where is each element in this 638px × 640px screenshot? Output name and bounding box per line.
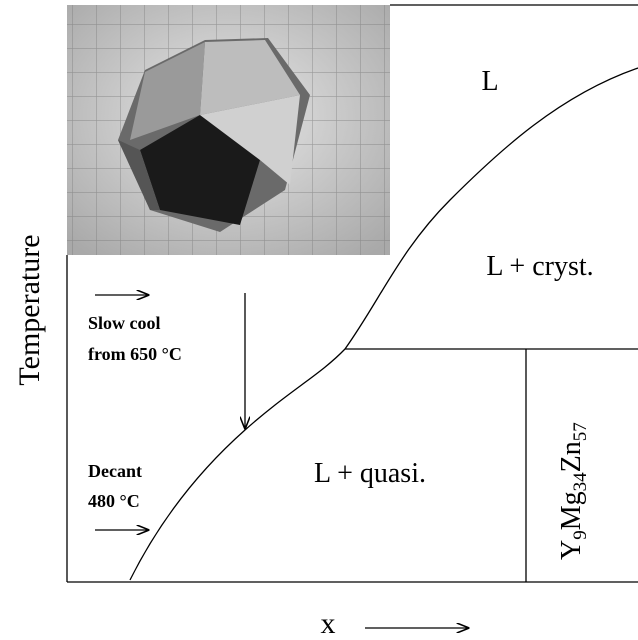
- crystal-photo: [67, 5, 390, 255]
- element: Y: [556, 540, 587, 560]
- diagram: Temperature x L L + cryst. L + quasi. Y9…: [0, 0, 638, 640]
- phase-formula: Y9Mg34Zn57: [556, 422, 591, 560]
- subscript: 34: [570, 472, 591, 492]
- annotation: Decant: [88, 461, 142, 481]
- subscript: 57: [570, 422, 591, 441]
- element: Zn: [556, 441, 587, 472]
- annotation: Slow cool: [88, 313, 161, 333]
- subscript: 9: [570, 530, 591, 540]
- element: Mg: [556, 491, 587, 530]
- region-label: L: [481, 66, 498, 97]
- region-label: L + cryst.: [486, 251, 593, 282]
- annotation: 480 °C: [88, 491, 140, 511]
- y-label: Temperature: [13, 234, 46, 385]
- page: Temperature x L L + cryst. L + quasi. Y9…: [0, 0, 638, 640]
- x-label: x: [321, 607, 336, 640]
- region-label: L + quasi.: [314, 458, 426, 489]
- annotation: from 650 °C: [88, 344, 182, 364]
